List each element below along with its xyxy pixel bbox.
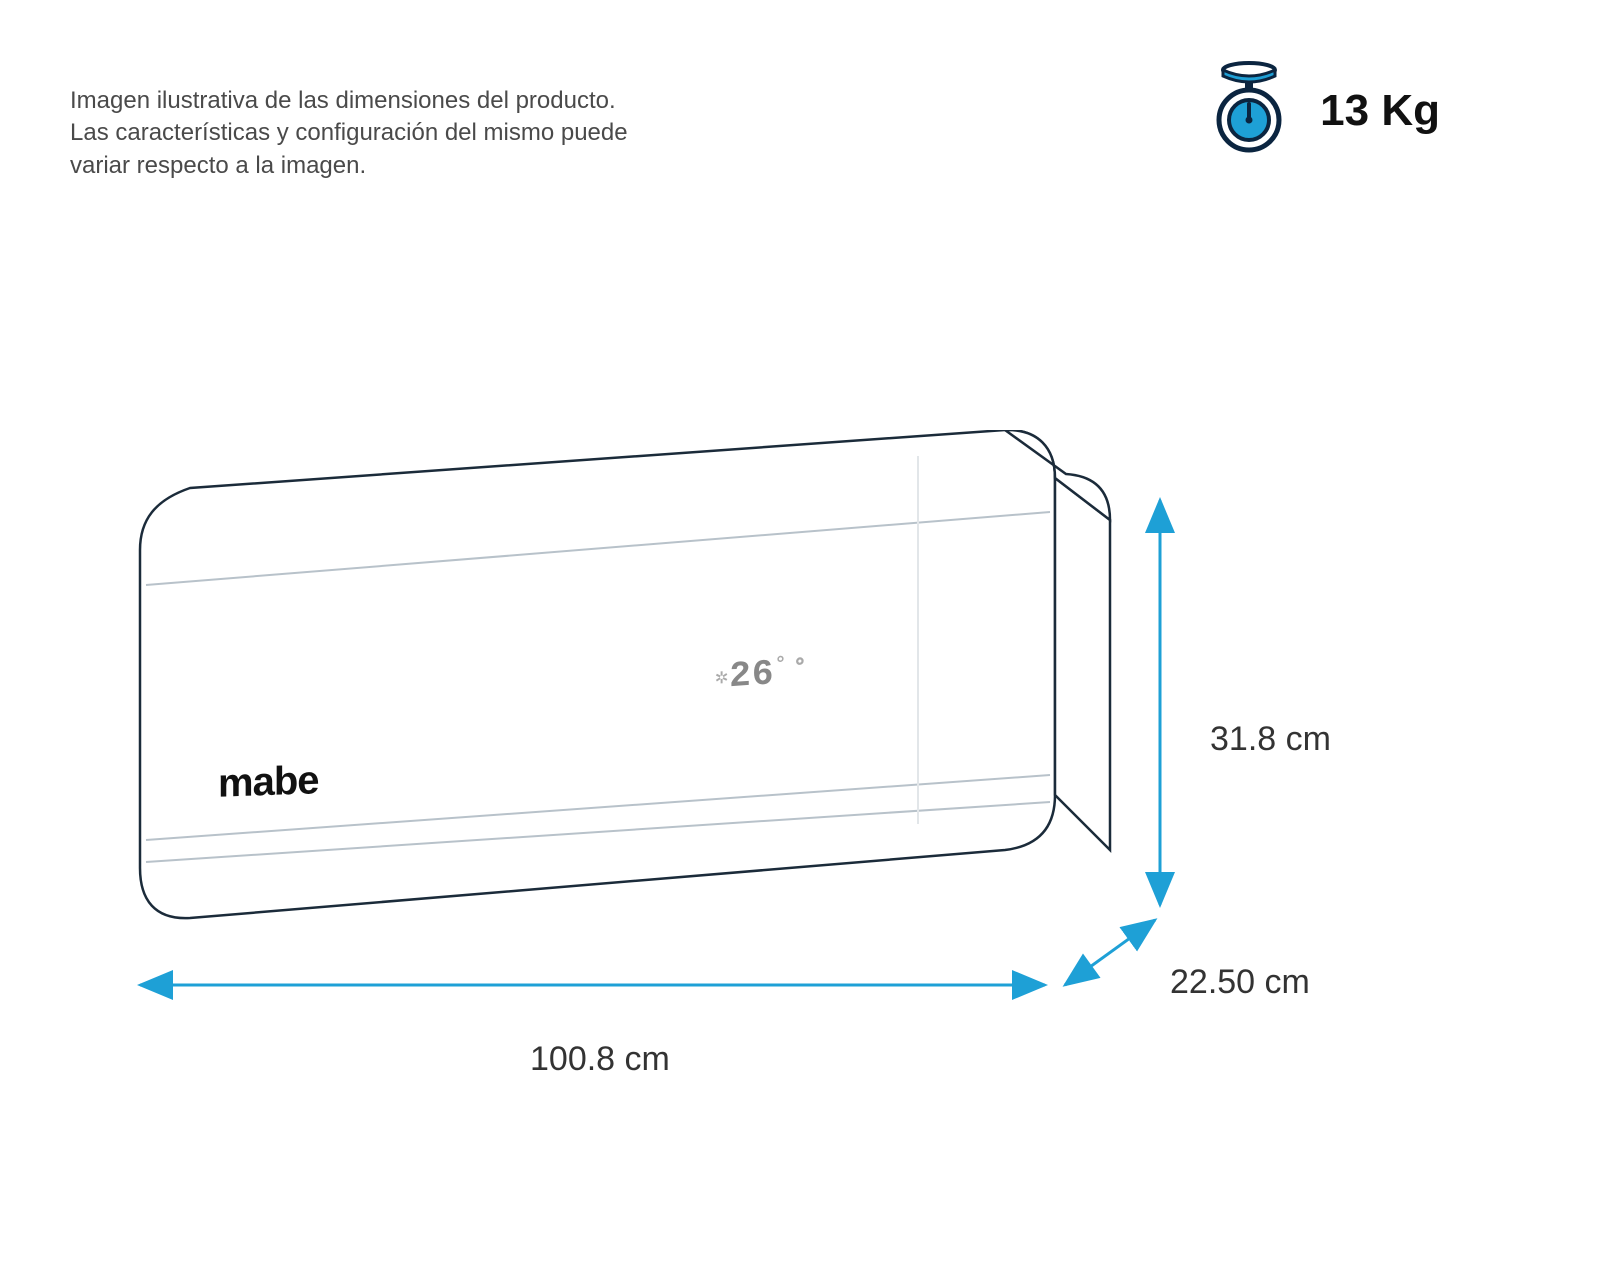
depth-arrow (1065, 920, 1155, 985)
scale-icon (1206, 60, 1292, 161)
display-value: 26 (729, 653, 774, 697)
weight-block: 13 Kg (1206, 60, 1440, 161)
display-unit: ° (774, 653, 787, 677)
temperature-display: ✲26°⚬ (715, 649, 809, 699)
depth-label: 22.50 cm (1170, 963, 1310, 1002)
width-label: 100.8 cm (530, 1040, 670, 1079)
height-label: 31.8 cm (1210, 720, 1331, 759)
weight-value: 13 Kg (1320, 86, 1440, 136)
brand-logo: mabe (218, 758, 319, 807)
product-dimension-diagram: mabe ✲26°⚬ 100.8 cm 22.50 cm 31.8 cm (100, 430, 1500, 1130)
disclaimer-text: Imagen ilustrativa de las dimensiones de… (70, 85, 630, 182)
